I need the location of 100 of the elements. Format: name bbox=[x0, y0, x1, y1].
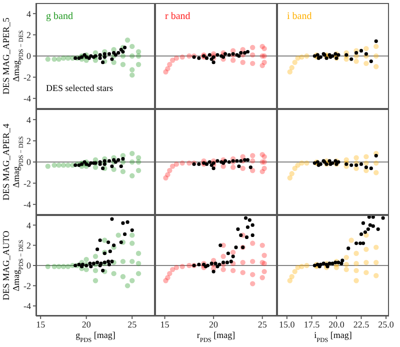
point bbox=[52, 162, 57, 168]
point bbox=[250, 168, 256, 174]
point bbox=[116, 232, 121, 238]
point bbox=[96, 260, 100, 264]
point bbox=[120, 168, 126, 174]
point bbox=[344, 262, 349, 268]
point bbox=[364, 270, 369, 276]
point bbox=[250, 223, 254, 227]
point bbox=[312, 264, 316, 268]
point bbox=[350, 163, 354, 167]
point bbox=[74, 56, 78, 60]
y-tick-label: -2 bbox=[24, 72, 31, 82]
point bbox=[250, 233, 254, 237]
y-tick-label: -2 bbox=[24, 178, 31, 188]
point bbox=[106, 260, 110, 264]
point bbox=[130, 240, 135, 246]
point bbox=[60, 264, 66, 270]
point bbox=[374, 160, 379, 166]
point bbox=[52, 56, 57, 62]
point bbox=[292, 268, 298, 274]
point bbox=[234, 246, 238, 250]
point bbox=[240, 270, 246, 276]
y-tick-label: 0 bbox=[26, 157, 32, 168]
point bbox=[174, 162, 180, 167]
point bbox=[130, 67, 135, 72]
point bbox=[262, 154, 267, 160]
point bbox=[216, 264, 220, 268]
point bbox=[312, 54, 316, 58]
point bbox=[165, 66, 170, 72]
point bbox=[227, 53, 231, 57]
x-tick-label: 20 bbox=[209, 319, 219, 330]
point bbox=[124, 283, 130, 288]
x-axis-title: i$_{PDS}$ [mag] bbox=[314, 330, 352, 344]
text: r band bbox=[165, 11, 190, 22]
y-tick-label: 2 bbox=[26, 30, 31, 40]
point bbox=[361, 241, 366, 246]
point bbox=[98, 53, 102, 57]
point bbox=[374, 154, 378, 158]
point bbox=[136, 250, 142, 256]
point bbox=[240, 60, 246, 65]
point bbox=[230, 164, 236, 170]
point bbox=[289, 171, 294, 176]
point bbox=[354, 51, 358, 55]
point bbox=[230, 268, 236, 274]
y-tick-label: 2 bbox=[26, 136, 31, 146]
point bbox=[108, 250, 112, 254]
point bbox=[369, 166, 373, 170]
x-tick-label: 25 bbox=[258, 319, 268, 330]
x-axis-title: g$_{PDS}$ [mag] bbox=[76, 330, 116, 344]
point bbox=[60, 56, 66, 61]
point bbox=[101, 268, 105, 272]
y-tick-label: -4 bbox=[24, 301, 32, 312]
point bbox=[287, 278, 292, 284]
x-tick-label: 17.5 bbox=[304, 319, 320, 330]
point bbox=[364, 246, 369, 252]
point bbox=[45, 164, 50, 169]
point bbox=[124, 38, 130, 43]
point bbox=[262, 268, 267, 274]
point bbox=[216, 53, 220, 57]
point bbox=[366, 227, 370, 231]
point bbox=[210, 163, 214, 167]
point bbox=[374, 39, 378, 43]
point bbox=[84, 266, 89, 272]
point bbox=[229, 260, 233, 264]
point bbox=[239, 51, 243, 55]
point bbox=[186, 160, 192, 166]
point bbox=[167, 168, 172, 174]
point bbox=[246, 50, 250, 54]
point bbox=[197, 262, 201, 266]
point bbox=[223, 159, 228, 163]
point bbox=[240, 260, 246, 266]
point bbox=[98, 56, 102, 60]
x-tick-label: 15.0 bbox=[279, 319, 296, 330]
point bbox=[130, 44, 135, 50]
point bbox=[374, 44, 379, 50]
point bbox=[348, 238, 354, 243]
point bbox=[354, 155, 359, 160]
point bbox=[212, 60, 216, 64]
point bbox=[130, 53, 135, 59]
point bbox=[45, 56, 50, 62]
point bbox=[250, 52, 256, 58]
point bbox=[354, 163, 358, 167]
point bbox=[212, 166, 216, 170]
point bbox=[56, 264, 62, 270]
point bbox=[119, 48, 123, 52]
point bbox=[56, 56, 62, 62]
point bbox=[110, 217, 114, 221]
point bbox=[197, 162, 201, 166]
x-tick-label: 20 bbox=[82, 319, 92, 330]
point bbox=[262, 252, 267, 258]
point bbox=[244, 216, 248, 220]
text: i band bbox=[287, 11, 312, 22]
point bbox=[359, 232, 364, 236]
point bbox=[336, 53, 340, 57]
point bbox=[130, 232, 135, 238]
point bbox=[364, 160, 369, 166]
point bbox=[130, 258, 135, 264]
point bbox=[223, 52, 228, 56]
y-tick-label: 4 bbox=[26, 8, 32, 19]
point bbox=[77, 262, 81, 266]
